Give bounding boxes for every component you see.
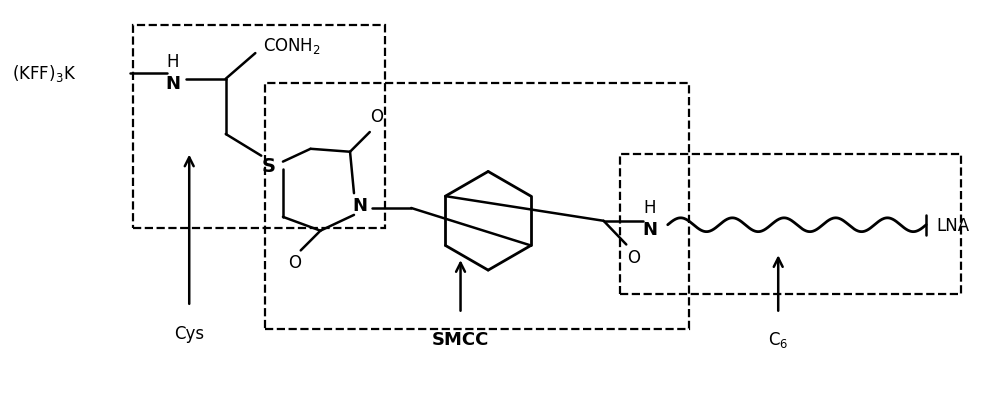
Text: SMCC: SMCC xyxy=(432,330,489,348)
Text: (KFF)$_3$K: (KFF)$_3$K xyxy=(12,63,76,84)
Text: Cys: Cys xyxy=(174,325,204,342)
Text: O: O xyxy=(370,108,383,126)
Text: N: N xyxy=(642,220,657,238)
Text: H: H xyxy=(166,53,179,71)
Text: H: H xyxy=(644,199,656,216)
Text: N: N xyxy=(352,197,367,214)
Text: O: O xyxy=(627,249,640,267)
Text: S: S xyxy=(261,157,275,176)
Text: N: N xyxy=(165,74,180,93)
Text: O: O xyxy=(288,254,301,272)
Text: CONH$_2$: CONH$_2$ xyxy=(263,36,321,56)
Bar xyxy=(620,154,961,294)
Text: LNA: LNA xyxy=(936,216,969,234)
Bar xyxy=(265,83,689,330)
Text: C$_6$: C$_6$ xyxy=(768,330,788,349)
Bar xyxy=(133,26,385,228)
